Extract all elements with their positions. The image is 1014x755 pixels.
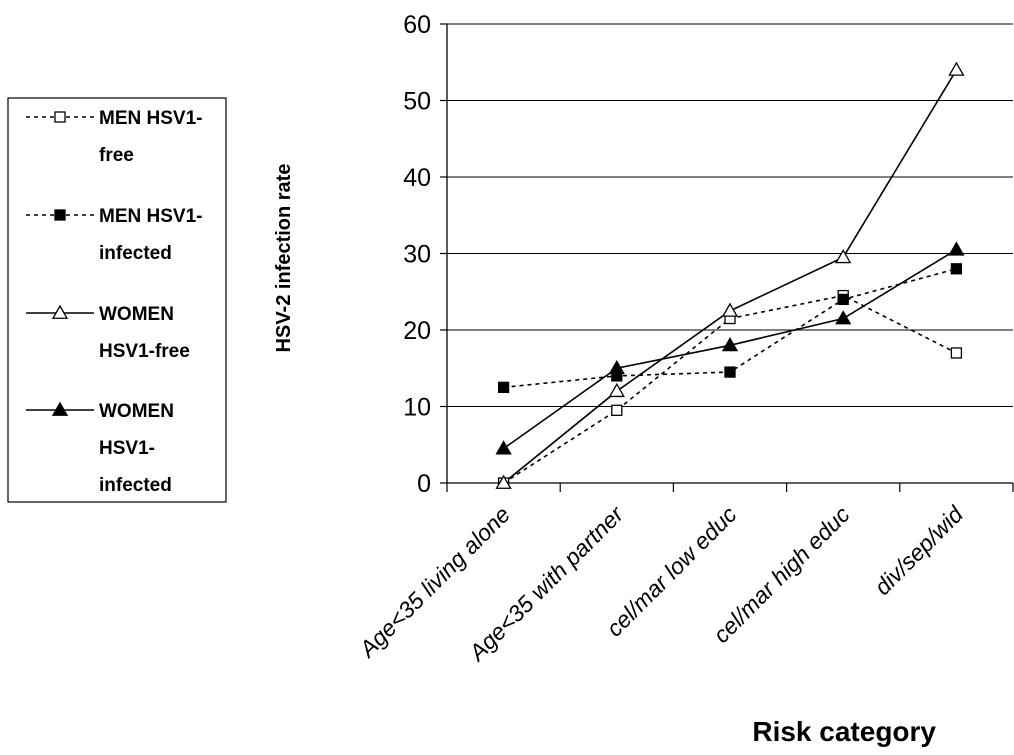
data-point — [835, 310, 852, 325]
y-axis-title: HSV-2 infection rate — [273, 164, 295, 353]
data-point — [495, 440, 512, 455]
data-point — [950, 347, 963, 359]
legend-label: HSV1- — [99, 438, 155, 459]
data-point — [608, 382, 625, 398]
y-tick-label: 30 — [403, 241, 431, 269]
x-tick-label: div/sep/wid — [869, 500, 969, 600]
legend-label: MEN HSV1- — [99, 206, 202, 227]
legend-label: WOMEN — [99, 401, 174, 422]
data-point — [950, 263, 963, 275]
legend-label: free — [99, 145, 134, 166]
data-point — [54, 209, 66, 221]
gridlines — [447, 23, 1013, 407]
series-line — [503, 69, 958, 484]
data-point — [724, 366, 736, 378]
y-tick-labels: 0 10 20 30 40 50 60 — [403, 11, 447, 498]
data-point — [54, 111, 66, 123]
data-point — [608, 359, 625, 375]
y-tick-label: 20 — [403, 317, 431, 345]
legend-label: WOMEN — [99, 304, 174, 325]
legend: MEN HSV1- free MEN HSV1- infected WOMEN HSV1-… — [7, 97, 227, 503]
data-point — [837, 293, 849, 306]
y-tick-label: 10 — [403, 394, 431, 422]
data-point — [495, 474, 512, 489]
y-tick-label: 50 — [403, 88, 431, 116]
data-point — [721, 336, 739, 352]
data-point — [948, 241, 965, 256]
data-point — [51, 401, 69, 416]
x-axis-title: Risk category — [752, 716, 936, 747]
legend-label: MEN HSV1- — [99, 108, 202, 129]
data-point — [497, 381, 510, 394]
data-point — [611, 404, 623, 416]
data-point — [948, 61, 965, 76]
data-point — [835, 249, 852, 264]
axes — [446, 24, 1014, 492]
y-tick-label: 60 — [403, 11, 431, 39]
legend-box — [7, 97, 227, 503]
y-tick-label: 40 — [403, 164, 431, 192]
y-tick-label: 0 — [417, 470, 431, 498]
legend-label: infected — [99, 475, 172, 496]
series-lines — [495, 61, 965, 489]
legend-label: HSV1-free — [99, 341, 190, 362]
data-point — [721, 302, 739, 317]
data-point — [51, 304, 69, 319]
legend-label: infected — [99, 243, 172, 264]
